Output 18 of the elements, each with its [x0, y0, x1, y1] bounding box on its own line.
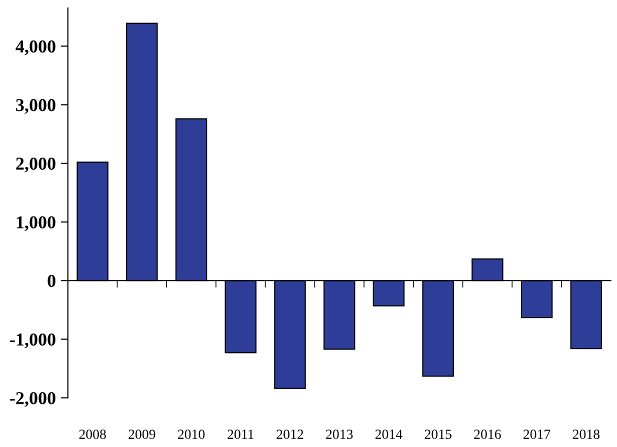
y-tick-label: 3,000 [16, 99, 56, 114]
x-tick-label: 2017 [524, 430, 550, 439]
x-tick-label: 2013 [326, 430, 353, 439]
y-tick-label: 0 [48, 274, 56, 288]
y-tick-label: -1,000 [10, 333, 56, 348]
y-tick-label: 4,000 [16, 40, 56, 56]
x-tick-label: 2012 [276, 430, 304, 439]
x-tick-label: 2015 [424, 430, 452, 439]
y-tick-label: 1,000 [16, 216, 56, 232]
x-tick-label: 2008 [79, 430, 106, 439]
x-tick-label: 2014 [375, 430, 402, 439]
x-tick-label: 2018 [572, 430, 600, 439]
x-tick-label: 2011 [228, 430, 254, 439]
x-tick-label: 2009 [128, 430, 156, 439]
x-tick-label: 2016 [474, 430, 501, 439]
x-tick-label: 2010 [178, 430, 205, 439]
y-tick-label: 2,000 [16, 158, 56, 172]
y-tick-label: -2,000 [10, 392, 56, 407]
